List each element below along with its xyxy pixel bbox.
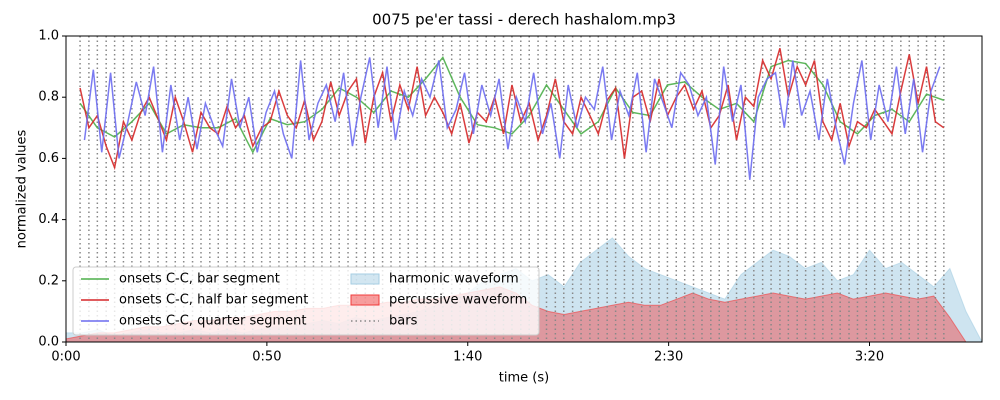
- x-tick-label: 3:20: [855, 350, 884, 365]
- y-tick-label: 1.0: [38, 29, 59, 44]
- x-tick-label: 0:50: [252, 350, 281, 365]
- y-tick-label: 0.8: [38, 90, 59, 105]
- chart-title: 0075 pe'er tassi - derech hashalom.mp3: [372, 11, 676, 29]
- legend: onsets C-C, bar segment onsets C-C, half …: [72, 266, 540, 336]
- plot-frame: [65, 35, 983, 343]
- legend-label: percussive waveform: [389, 293, 527, 308]
- legend-label: harmonic waveform: [389, 272, 519, 287]
- y-tick-label: 0.2: [38, 273, 59, 288]
- legend-label: onsets C-C, half bar segment: [119, 293, 308, 308]
- x-tick-label: 1:40: [453, 350, 482, 365]
- legend-swatch: [350, 294, 380, 306]
- legend-label: onsets C-C, bar segment: [119, 272, 280, 287]
- line: [83, 57, 941, 180]
- x-tick-label: 2:30: [654, 350, 683, 365]
- legend-swatch: [350, 273, 380, 285]
- legend-box: [72, 266, 540, 336]
- y-tick-label: 0.0: [38, 335, 59, 350]
- line: [79, 48, 945, 171]
- line: [79, 55, 945, 154]
- y-tick-label: 0.4: [38, 212, 59, 227]
- legend-label: onsets C-C, quarter segment: [119, 314, 306, 329]
- legend-label: bars: [389, 314, 418, 329]
- x-axis-label: time (s): [499, 371, 549, 386]
- y-tick-label: 0.6: [38, 151, 59, 166]
- x-tick-label: 0:00: [51, 350, 80, 365]
- y-axis-label: normalized values: [15, 129, 30, 248]
